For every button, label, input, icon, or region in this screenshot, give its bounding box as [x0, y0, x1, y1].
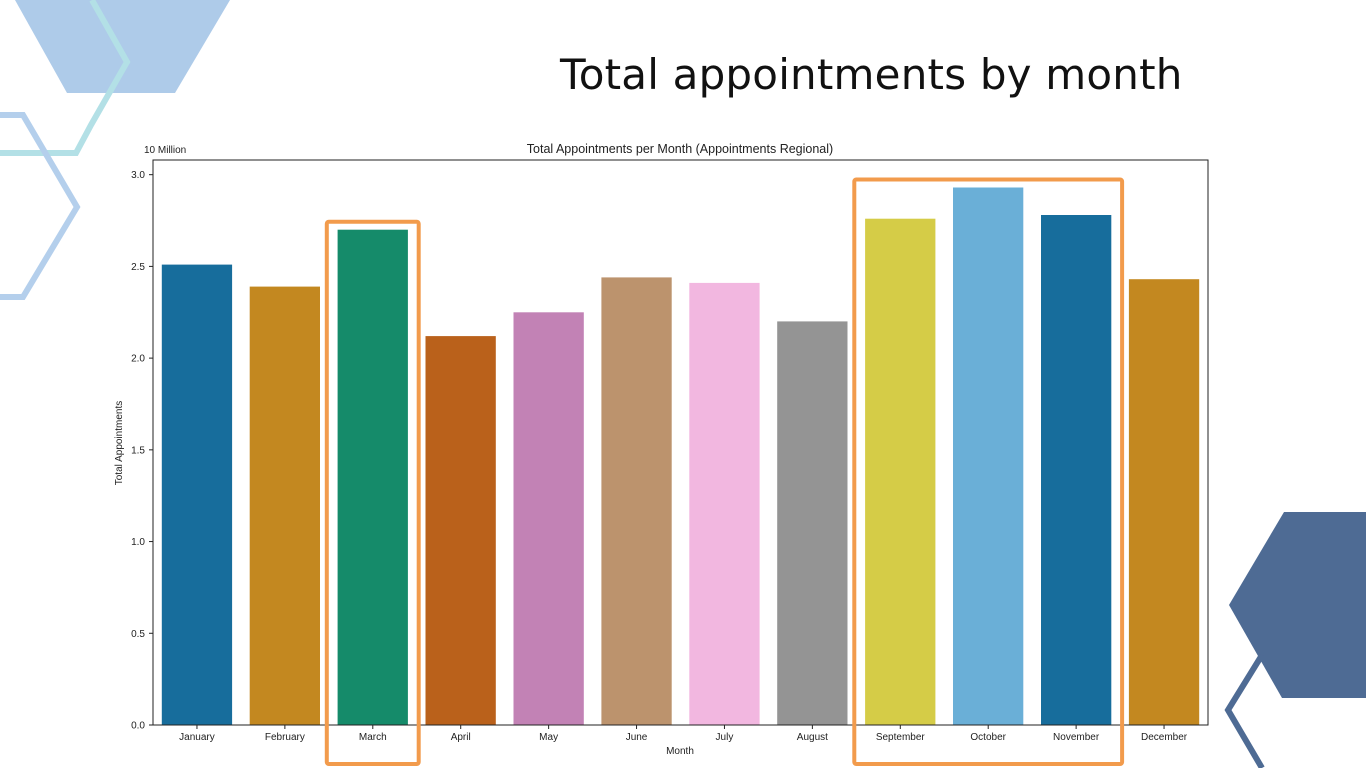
bar-january [161, 264, 233, 725]
x-tick-label: April [451, 732, 471, 743]
bar-march [337, 229, 408, 725]
top-left-hexagon-fill [15, 0, 230, 93]
bar-february [249, 286, 320, 725]
highlight-boxes-group [324, 177, 1125, 766]
bar-december [1128, 279, 1200, 725]
plot-frame [152, 159, 1209, 726]
y-scale-label: 10 Million [144, 145, 186, 156]
y-tick-label: 1.5 [131, 445, 145, 456]
highlight-box-march [324, 219, 421, 766]
y-tick-label: 0.5 [131, 629, 145, 640]
bar-may [513, 312, 584, 725]
bar-june [601, 277, 672, 725]
x-tick-label: February [265, 732, 305, 743]
bars-group [161, 187, 1200, 725]
highlight-box-september-october-november [852, 177, 1125, 766]
top-left-hexagon-outline-teal [0, 0, 131, 156]
chart-title: Total Appointments per Month (Appointmen… [527, 142, 833, 156]
x-tick-label: June [626, 732, 648, 743]
y-axis-label: Total Appointments [114, 401, 125, 486]
x-tick-label: January [179, 732, 215, 743]
y-tick-label: 3.0 [131, 170, 145, 181]
bar-august [777, 321, 848, 725]
slide-title: Total appointments by month [560, 50, 1183, 99]
y-tick-label: 2.5 [131, 262, 145, 273]
x-tick-label: September [876, 732, 926, 743]
bar-october [953, 187, 1024, 725]
y-ticks-group: 0.0 0.5 1.0 1.5 2.0 2.5 3.0 [131, 170, 153, 732]
x-tick-label: March [359, 732, 387, 743]
top-left-hexagon-outline-blue [0, 112, 81, 300]
y-tick-label: 2.0 [131, 354, 145, 365]
x-axis-label: Month [666, 746, 694, 757]
y-tick-label: 0.0 [131, 721, 145, 732]
bar-april [425, 336, 496, 725]
bar-july [689, 282, 760, 725]
bottom-right-hexagon-fill [1229, 512, 1366, 698]
x-tick-label: August [797, 732, 828, 743]
x-tick-label: November [1053, 732, 1100, 743]
bar-november [1041, 215, 1112, 725]
x-tick-label: October [970, 732, 1006, 743]
x-tick-label: May [539, 732, 558, 743]
x-tick-label: July [716, 732, 734, 743]
y-tick-label: 1.0 [131, 537, 145, 548]
x-tick-label: December [1141, 732, 1188, 743]
x-ticks-group: January February March April May June July Augu… [179, 725, 1188, 743]
bottom-right-hexagon-outline [1224, 653, 1265, 768]
bar-september [865, 218, 936, 725]
